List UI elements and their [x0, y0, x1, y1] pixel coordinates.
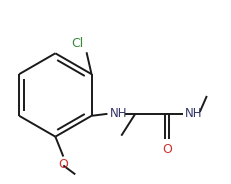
Text: Cl: Cl [71, 37, 84, 50]
Text: O: O [58, 158, 68, 171]
Text: O: O [162, 143, 172, 156]
Text: NH: NH [185, 107, 202, 120]
Text: NH: NH [109, 107, 127, 120]
